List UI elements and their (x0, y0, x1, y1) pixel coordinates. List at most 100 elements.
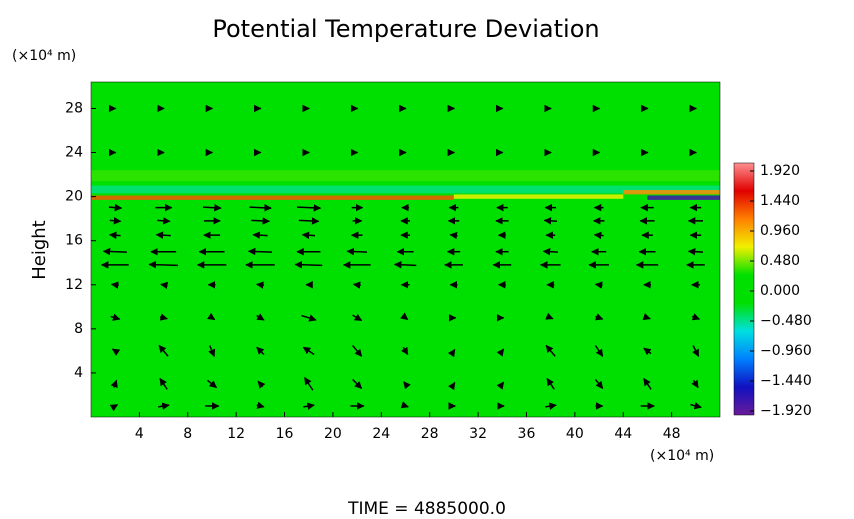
colorbar-tick-label: 0.960 (760, 223, 800, 239)
vector-arrow (206, 379, 218, 389)
x-tick-label: 12 (227, 426, 245, 442)
vector-arrow (111, 348, 121, 356)
vector-arrow (352, 345, 363, 357)
vector-arrow (110, 379, 118, 388)
vector-arrow (303, 402, 315, 410)
vector-arrow (109, 403, 119, 412)
vector-arrow (352, 313, 363, 322)
x-tick-label: 28 (421, 426, 439, 442)
colorbar-tick-label: −0.480 (760, 313, 812, 329)
vector-arrow (496, 381, 505, 390)
vector-arrow (400, 346, 409, 356)
vector-arrow (102, 247, 127, 256)
vector-arrow (159, 313, 168, 321)
vector-arrow (160, 281, 169, 290)
vector-arrow (594, 345, 604, 357)
vector-arrow (690, 402, 702, 410)
colorbar-tick-label: −0.960 (760, 343, 812, 359)
colorbar-tick-label: 0.480 (760, 253, 800, 269)
colorbar-tick-label: 1.920 (760, 163, 800, 179)
vector-arrow (304, 377, 314, 391)
vector-arrow (593, 231, 604, 240)
colorbar-tick-label: 0.000 (760, 283, 800, 299)
field-background (91, 82, 720, 417)
vector-arrow (643, 377, 652, 390)
footer: TIME = 4885000.0 (347, 499, 506, 519)
x-tick-label: 48 (663, 426, 681, 442)
x-tick-label: 4 (135, 426, 144, 442)
vector-arrow (256, 281, 265, 289)
y-tick-label: 16 (65, 233, 83, 249)
vector-arrow (449, 231, 458, 240)
vector-arrow (643, 347, 652, 356)
vector-arrow (594, 378, 604, 390)
vector-arrow (393, 261, 417, 269)
y-tick-label: 20 (65, 189, 83, 205)
vector-arrow (352, 378, 363, 389)
field-cell (91, 185, 720, 194)
colorbar-tick-label: 1.440 (760, 193, 800, 209)
vector-arrow (346, 247, 368, 256)
field-cell (91, 195, 454, 200)
vector-arrow (202, 203, 222, 212)
x-units: (×10⁴ m) (650, 448, 714, 464)
y-tick-label: 28 (65, 100, 83, 116)
vector-arrow (108, 203, 123, 212)
vector-arrow (447, 381, 456, 391)
vector-arrow (251, 217, 271, 225)
vector-arrow (301, 314, 317, 322)
vector-arrow (691, 313, 701, 321)
vector-arrow (159, 377, 168, 390)
vector-arrow (256, 313, 265, 321)
vector-arrow (403, 381, 411, 390)
y-tick-label: 4 (74, 365, 83, 381)
vector-arrow (155, 231, 171, 239)
y-axis-label: Height (29, 220, 50, 280)
colorbar (733, 162, 755, 416)
colorbar-tick-label: −1.440 (760, 373, 812, 389)
x-tick-label: 24 (372, 426, 390, 442)
vector-arrow (148, 260, 179, 269)
vector-arrow (110, 313, 121, 321)
vector-arrow (249, 204, 272, 212)
vector-arrow (692, 345, 700, 357)
vector-arrow (545, 402, 557, 410)
x-tick-label: 32 (469, 426, 487, 442)
vector-arrow (642, 313, 651, 321)
x-tick-label: 20 (324, 426, 342, 442)
vector-arrow (594, 281, 603, 289)
vector-arrow (256, 346, 265, 356)
y-tick-label: 24 (65, 145, 83, 161)
vector-arrow (543, 217, 558, 225)
vector-arrow (206, 312, 216, 321)
vector-arrow (252, 231, 268, 239)
vector-arrow (256, 401, 265, 409)
vector-arrow (687, 247, 704, 256)
vector-arrow (257, 380, 266, 389)
x-tick-label: 40 (566, 426, 584, 442)
x-tick-label: 16 (276, 426, 294, 442)
vector-arrow (298, 217, 320, 225)
vector-arrow (691, 379, 699, 389)
vector-arrow (110, 281, 119, 289)
chart-title: Potential Temperature Deviation (212, 15, 599, 43)
vector-arrow (595, 313, 604, 321)
vector-arrow (400, 312, 409, 321)
vector-arrow (545, 312, 554, 320)
y-units: (×10⁴ m) (12, 48, 76, 64)
vector-arrow (158, 402, 170, 410)
vector-arrow (109, 231, 121, 240)
x-tick-label: 8 (183, 426, 192, 442)
vector-arrow (352, 281, 361, 289)
vector-arrow (301, 231, 316, 239)
vector-arrow (400, 401, 409, 409)
vector-arrow (546, 377, 555, 390)
vector-arrow (542, 247, 558, 256)
field-cell (91, 170, 720, 182)
field-cell (453, 194, 624, 199)
colorbar-tick-label: −1.920 (760, 403, 812, 419)
vector-arrow (247, 247, 273, 256)
vector-arrow (158, 344, 169, 357)
y-tick-label: 8 (74, 321, 83, 337)
